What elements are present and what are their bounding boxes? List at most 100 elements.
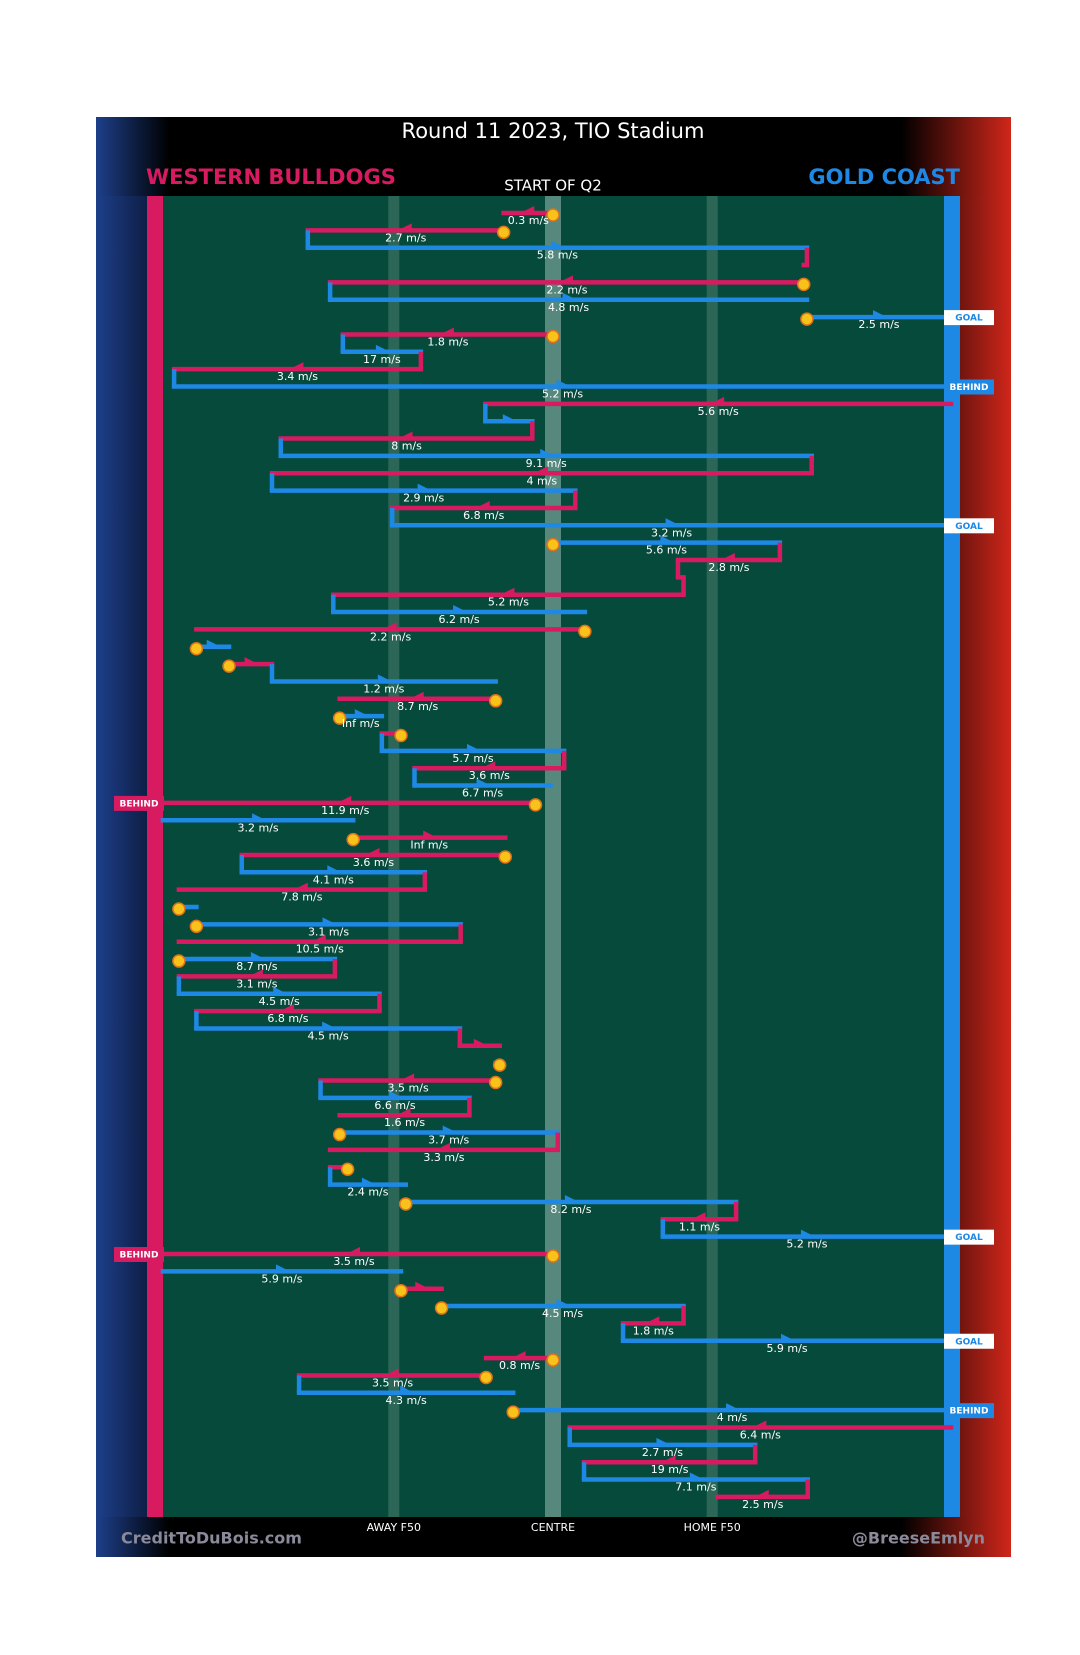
arrow bbox=[289, 362, 304, 370]
stoppage bbox=[578, 624, 592, 639]
arrow bbox=[279, 1004, 294, 1012]
arrow bbox=[365, 847, 380, 855]
arrow bbox=[540, 448, 555, 456]
speed-label: 4.8 m/s bbox=[548, 301, 589, 314]
arrow bbox=[400, 1385, 415, 1393]
speed-label: 6.2 m/s bbox=[438, 613, 479, 626]
result-label: GOAL bbox=[955, 314, 983, 324]
arrow bbox=[435, 1142, 450, 1150]
arrow bbox=[551, 240, 566, 248]
result-label: GOAL bbox=[955, 1233, 983, 1243]
result-label: GOAL bbox=[955, 1337, 983, 1347]
period: START OF Q2 bbox=[504, 177, 602, 195]
arrow bbox=[354, 709, 369, 717]
field-mark-label: CENTRE bbox=[531, 1521, 575, 1534]
arrow bbox=[206, 639, 221, 647]
credit-right: @BreeseEmlyn bbox=[852, 1529, 985, 1548]
speed-label: 8 m/s bbox=[391, 440, 422, 453]
arrow bbox=[439, 327, 454, 335]
speed-label: 5.7 m/s bbox=[452, 752, 493, 765]
result-box bbox=[944, 1229, 994, 1245]
speed-label: Inf m/s bbox=[410, 839, 448, 852]
arrow bbox=[423, 830, 438, 838]
arrow bbox=[293, 882, 308, 890]
arrow bbox=[500, 587, 515, 595]
speed-label: 4.5 m/s bbox=[542, 1307, 583, 1320]
arrow bbox=[645, 1316, 660, 1324]
stoppage bbox=[506, 1405, 520, 1419]
arrow bbox=[275, 1264, 290, 1272]
arrow bbox=[467, 743, 482, 751]
speed-label: 19 m/s bbox=[651, 1463, 689, 1476]
speed-label: 4.3 m/s bbox=[386, 1394, 427, 1407]
away-goal-line bbox=[147, 196, 163, 1517]
speed-label: 3.2 m/s bbox=[651, 526, 692, 539]
speed-label: 5.8 m/s bbox=[537, 249, 578, 262]
speed-label: 1.2 m/s bbox=[363, 682, 404, 695]
speed-label: 4 m/s bbox=[527, 474, 558, 487]
arrow bbox=[656, 1437, 671, 1445]
arrow bbox=[556, 379, 571, 387]
stoppage bbox=[332, 1127, 347, 1142]
arrow bbox=[322, 917, 337, 925]
arrow bbox=[361, 1177, 376, 1185]
stoppage bbox=[488, 694, 503, 708]
arrow bbox=[562, 292, 577, 300]
speed-label: 2.5 m/s bbox=[742, 1498, 783, 1511]
result-label: GOAL bbox=[955, 522, 983, 532]
stoppage bbox=[222, 659, 236, 673]
speed-label: 8.2 m/s bbox=[550, 1203, 591, 1216]
arrow bbox=[558, 275, 573, 283]
arrow bbox=[384, 1368, 399, 1376]
arrow bbox=[533, 466, 548, 474]
arrow bbox=[473, 1038, 488, 1046]
arrow bbox=[244, 657, 259, 665]
stoppage bbox=[172, 954, 186, 968]
arrow bbox=[564, 1194, 579, 1202]
speed-label: 5.6 m/s bbox=[646, 544, 687, 557]
away-team: WESTERN BULLDOGS bbox=[146, 165, 396, 189]
arrow bbox=[720, 553, 735, 560]
field-mark-label: AWAY F50 bbox=[367, 1521, 421, 1534]
speed-label: 1.1 m/s bbox=[679, 1220, 720, 1233]
stoppage bbox=[498, 850, 512, 864]
stoppage bbox=[796, 277, 811, 292]
arrow bbox=[311, 934, 326, 942]
arrow bbox=[800, 1229, 815, 1237]
speed-label: 4 m/s bbox=[717, 1411, 748, 1424]
stoppage bbox=[528, 798, 543, 812]
result-box bbox=[114, 1247, 164, 1262]
stoppage bbox=[492, 1058, 507, 1072]
arrow bbox=[396, 1108, 411, 1116]
result-box bbox=[944, 518, 994, 534]
right-edge bbox=[960, 196, 1011, 1517]
arrow bbox=[502, 414, 517, 422]
left-edge bbox=[96, 196, 148, 1517]
arrow bbox=[520, 206, 535, 213]
speed-label: 3.6 m/s bbox=[353, 856, 394, 869]
arrow bbox=[872, 310, 887, 318]
speed-label: 3.1 m/s bbox=[308, 925, 349, 938]
speed-label: 2.2 m/s bbox=[546, 283, 587, 296]
speed-label: 8.7 m/s bbox=[397, 700, 438, 713]
result-box bbox=[944, 1403, 994, 1419]
stoppage bbox=[398, 1197, 413, 1211]
arrow bbox=[337, 795, 352, 803]
arrow bbox=[382, 622, 397, 630]
result-box bbox=[944, 379, 994, 395]
speed-label: 4.5 m/s bbox=[259, 995, 300, 1008]
speed-label: 3.4 m/s bbox=[277, 370, 318, 383]
stoppage bbox=[479, 1370, 493, 1385]
arrow bbox=[252, 813, 267, 821]
speed-label: 10.5 m/s bbox=[296, 943, 344, 956]
speed-label: 1.8 m/s bbox=[427, 335, 468, 348]
arrow bbox=[327, 865, 342, 873]
speed-label: 6.7 m/s bbox=[462, 787, 503, 800]
result-box bbox=[944, 310, 994, 326]
arrow bbox=[322, 1021, 337, 1029]
stoppage bbox=[546, 1249, 560, 1263]
arrow bbox=[660, 535, 675, 543]
speed-label: 2.2 m/s bbox=[370, 630, 411, 643]
arrow bbox=[398, 431, 413, 439]
field-mark-label: HOME F50 bbox=[684, 1521, 741, 1534]
